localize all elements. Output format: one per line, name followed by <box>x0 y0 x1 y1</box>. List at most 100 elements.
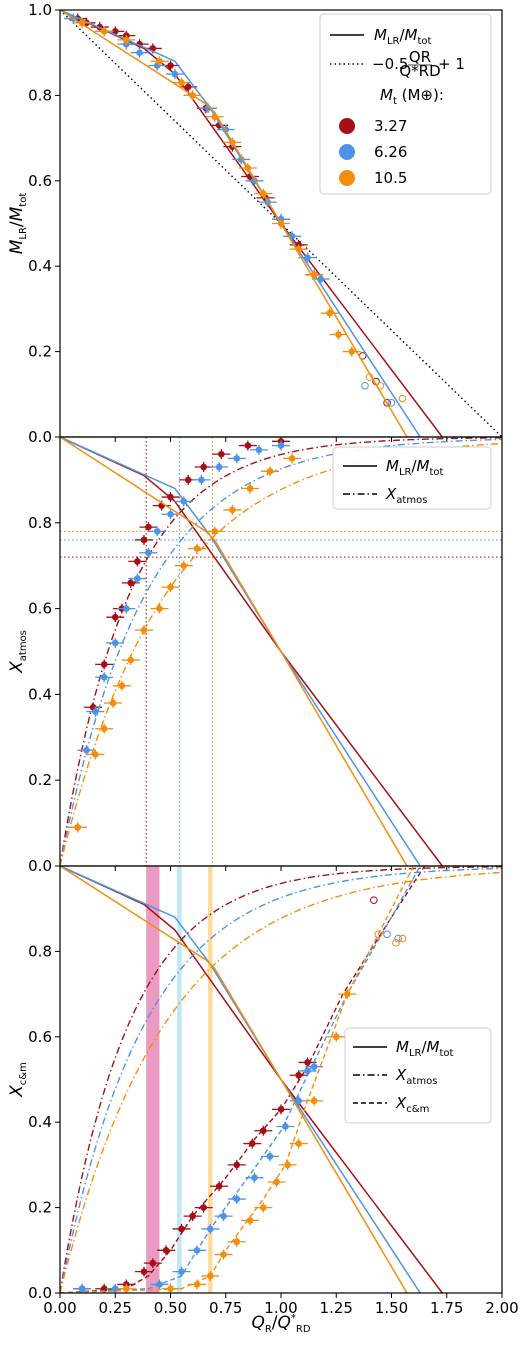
open-point-6.26 <box>387 399 396 407</box>
point-10.5 <box>167 583 174 591</box>
point-6.26 <box>317 275 325 283</box>
point-10.5 <box>127 656 135 664</box>
xatmos-curve-10.5 <box>60 442 502 866</box>
point-6.26 <box>282 1123 289 1130</box>
x-tick-label: 1.50 <box>375 1299 408 1317</box>
y-tick-label: 0.6 <box>28 1028 52 1046</box>
panel-top: 0.0 0.2 0.4 0.6 0.8 1.0 MLR/Mtot <box>7 1 503 446</box>
band-10.5 <box>208 866 213 1293</box>
plot-area-top <box>60 10 502 437</box>
legend-value-10.5: 10.5 <box>374 169 407 187</box>
xatmos-curve-6.26 <box>60 867 502 1293</box>
point-3.27 <box>111 613 119 621</box>
x-tick-label: 0.75 <box>209 1299 242 1317</box>
point-6.26 <box>145 549 152 557</box>
open-point-10.5 <box>374 930 383 939</box>
legend-mlr-label: MLR/Mtot <box>374 26 432 47</box>
point-10.5 <box>193 1281 201 1288</box>
point-3.27 <box>248 1140 256 1147</box>
open-point-10.5 <box>392 939 400 947</box>
legend-value-6.26: 6.26 <box>374 143 407 161</box>
point-6.26 <box>180 498 188 505</box>
point-10.5 <box>326 309 333 317</box>
legend-bot-xatmos-label: Xatmos <box>395 1066 437 1087</box>
y-tick-label: 0.6 <box>28 600 52 618</box>
y-tick-label: 0.8 <box>28 942 52 960</box>
point-3.27 <box>215 1182 223 1190</box>
point-10.5 <box>348 348 356 355</box>
point-6.26 <box>266 1153 274 1160</box>
legend-frac-num: QR <box>409 48 431 66</box>
xatmos-curve-10.5 <box>60 871 502 1293</box>
point-10.5 <box>277 220 285 227</box>
point-3.27 <box>111 28 119 35</box>
point-6.26 <box>233 1195 241 1203</box>
point-10.5 <box>78 19 86 27</box>
point-6.26 <box>304 254 311 261</box>
point-3.27 <box>244 442 252 449</box>
point-6.26 <box>251 1174 258 1182</box>
point-10.5 <box>260 1204 267 1211</box>
point-6.26 <box>277 442 285 449</box>
point-6.26 <box>78 1285 86 1293</box>
open-point-10.5 <box>365 373 374 382</box>
point-6.26 <box>171 70 179 78</box>
panel-middle: 0.0 0.2 0.4 0.6 0.8 Xatmos <box>7 436 503 875</box>
legend-frac-den: Q*RD <box>399 62 440 80</box>
point-10.5 <box>92 751 99 758</box>
point-3.27 <box>149 1259 157 1267</box>
point-6.26 <box>310 1063 318 1070</box>
point-3.27 <box>178 1225 185 1233</box>
point-3.27 <box>189 1212 196 1220</box>
legend-ref-plus: + 1 <box>438 55 465 73</box>
point-3.27 <box>295 1071 302 1079</box>
point-3.27 <box>304 1059 311 1066</box>
point-10.5 <box>109 699 117 707</box>
point-6.26 <box>136 49 143 56</box>
point-10.5 <box>156 605 163 612</box>
point-3.27 <box>200 1204 207 1211</box>
point-10.5 <box>295 1140 302 1147</box>
point-6.26 <box>198 476 205 484</box>
point-10.5 <box>260 190 267 197</box>
y-tick-label: 0.6 <box>28 172 52 190</box>
y-tick-label: 0.0 <box>28 1284 52 1302</box>
point-6.26 <box>83 746 90 754</box>
point-10.5 <box>140 626 148 634</box>
point-10.5 <box>246 1217 254 1224</box>
x-axis-label: QR/Q*RD <box>251 1313 310 1335</box>
open-point-10.5 <box>398 394 407 403</box>
point-6.26 <box>193 1247 201 1254</box>
point-6.26 <box>304 1067 311 1075</box>
point-3.27 <box>145 523 152 531</box>
x-tick-label: 0.25 <box>99 1299 132 1317</box>
point-6.26 <box>156 1281 163 1288</box>
y-tick-label: 0.4 <box>28 685 52 703</box>
xcm-curve-10.5 <box>60 866 415 1293</box>
point-10.5 <box>295 245 302 253</box>
legend-mid-mlr-label: MLR/Mtot <box>386 457 444 478</box>
legend-bottom <box>344 1027 492 1124</box>
y-axis-label: Xc&m <box>7 1062 29 1098</box>
point-10.5 <box>273 1178 280 1186</box>
legend-marker-3.27 <box>339 118 355 134</box>
y-tick-label: 0.0 <box>28 857 52 875</box>
point-3.27 <box>184 83 192 91</box>
point-10.5 <box>310 1097 318 1105</box>
legend-ref-label: −0.5 <box>372 55 408 73</box>
x-tick-label: 1.00 <box>264 1299 297 1317</box>
y-axis-label: Xatmos <box>7 630 29 674</box>
point-10.5 <box>189 92 196 99</box>
legend-bot-mlr-label: MLR/Mtot <box>396 1038 454 1059</box>
point-6.26 <box>215 463 223 471</box>
mlr-curve-10.5 <box>60 437 408 866</box>
point-10.5 <box>229 139 236 146</box>
band-3.27 <box>146 866 160 1293</box>
point-6.26 <box>295 1097 302 1105</box>
point-3.27 <box>277 1106 285 1113</box>
point-6.26 <box>134 575 141 582</box>
point-10.5 <box>344 990 351 998</box>
legend-top <box>319 13 492 195</box>
y-tick-label: 0.4 <box>28 1113 52 1131</box>
